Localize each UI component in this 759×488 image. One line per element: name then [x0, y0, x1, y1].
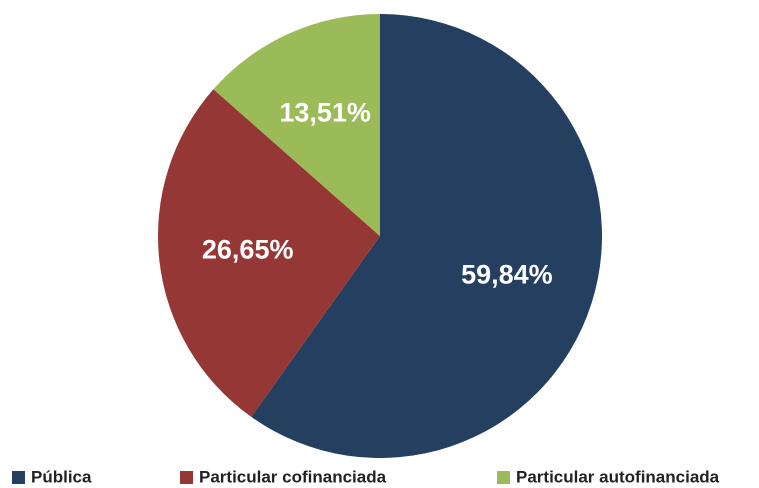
legend-swatch — [12, 471, 25, 484]
data-label: 59,84% — [461, 260, 553, 290]
legend-label: Particular autofinanciada — [516, 467, 720, 486]
legend-swatch — [180, 471, 193, 484]
data-label: 13,51% — [279, 98, 371, 128]
legend-label: Particular cofinanciada — [199, 467, 387, 486]
legend-swatch — [497, 471, 510, 484]
pie-slice — [157, 89, 380, 417]
pie-slice — [251, 14, 602, 458]
pie-slice — [213, 14, 380, 236]
legend-label: Pública — [31, 467, 92, 486]
data-label: 26,65% — [202, 234, 294, 264]
